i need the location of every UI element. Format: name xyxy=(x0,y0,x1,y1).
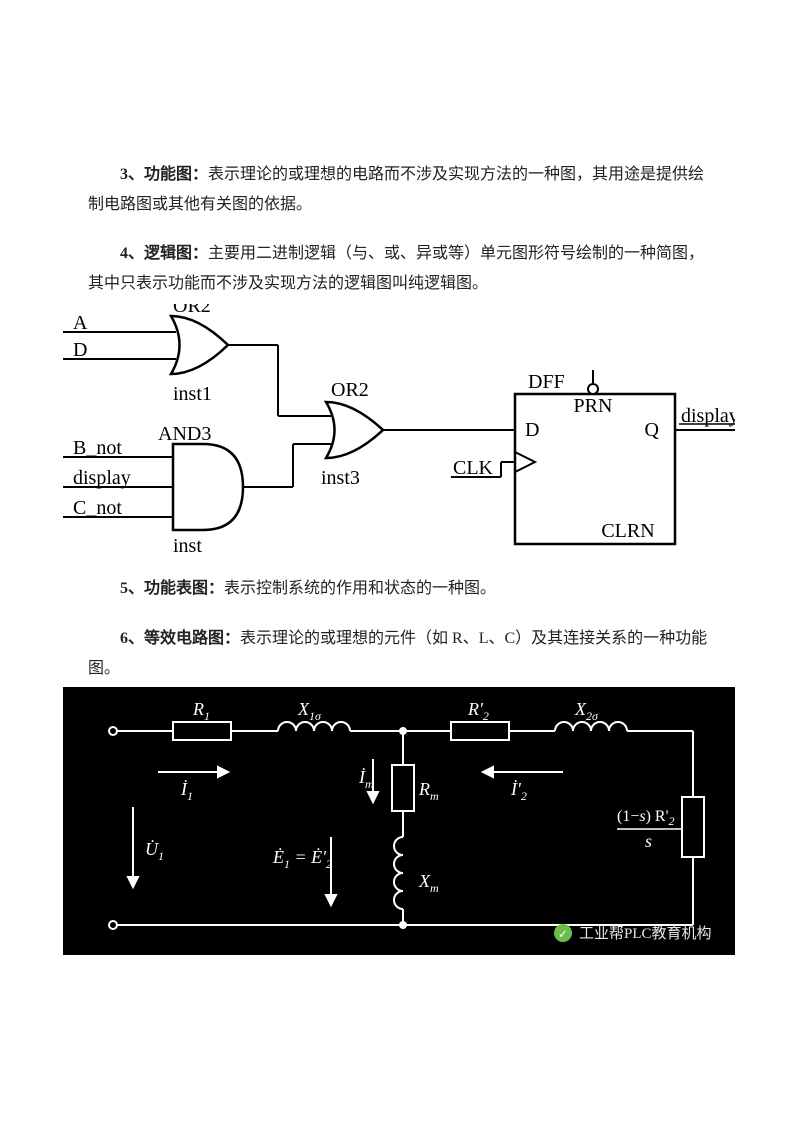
input-A: A xyxy=(73,312,88,334)
or-gate-2: OR2 inst3 xyxy=(321,379,383,489)
input-display: display xyxy=(73,467,131,489)
svg-text:inst: inst xyxy=(173,535,202,554)
svg-text:inst1: inst1 xyxy=(173,383,212,405)
para-6: 6、等效电路图：表示理论的或理想的元件（如 R、L、C）及其连接关系的一种功能图… xyxy=(88,624,712,683)
dff-block: D Q PRN CLRN DFF xyxy=(515,370,675,544)
and-gate: AND3 inst xyxy=(158,423,243,554)
para-5-text: 表示控制系统的作用和状态的一种图。 xyxy=(224,580,496,597)
svg-text:inst3: inst3 xyxy=(321,467,360,489)
para-4: 4、逻辑图：主要用二进制逻辑（与、或、异或等）单元图形符号绘制的一种简图，其中只… xyxy=(88,239,712,298)
svg-text:OR2: OR2 xyxy=(331,379,369,401)
equivalent-circuit-diagram: R1 X1σ R'2 X2σ İ1 İm İ'2 Rm Xm U̇1 Ė1 = … xyxy=(63,687,737,955)
input-Cnot: C_not xyxy=(73,497,122,519)
svg-text:Q: Q xyxy=(645,419,660,441)
svg-text:OR2: OR2 xyxy=(173,304,211,317)
input-Bnot: B_not xyxy=(73,437,122,459)
logic-diagram: A D B_not display C_not OR2 inst1 xyxy=(63,304,737,554)
para-4-label: 4、逻辑图： xyxy=(120,245,208,262)
para-5-label: 5、功能表图： xyxy=(120,580,224,597)
input-D: D xyxy=(73,339,87,361)
svg-text:✓: ✓ xyxy=(558,927,568,941)
para-3-label: 3、功能图： xyxy=(120,166,208,183)
svg-text:D: D xyxy=(525,419,539,441)
svg-text:s: s xyxy=(645,831,652,851)
svg-text:AND3: AND3 xyxy=(158,423,211,445)
svg-text:CLRN: CLRN xyxy=(601,520,654,542)
svg-text:DFF: DFF xyxy=(528,371,565,393)
para-5: 5、功能表图：表示控制系统的作用和状态的一种图。 xyxy=(88,574,712,604)
clk-label: CLK xyxy=(453,457,494,479)
svg-text:PRN: PRN xyxy=(574,395,613,417)
or-gate-1: OR2 inst1 xyxy=(171,304,228,405)
svg-text:工业帮PLC教育机构: 工业帮PLC教育机构 xyxy=(579,925,712,942)
para-3: 3、功能图：表示理论的或理想的电路而不涉及实现方法的一种图，其用途是提供绘制电路… xyxy=(88,160,712,219)
para-6-label: 6、等效电路图： xyxy=(120,630,240,647)
